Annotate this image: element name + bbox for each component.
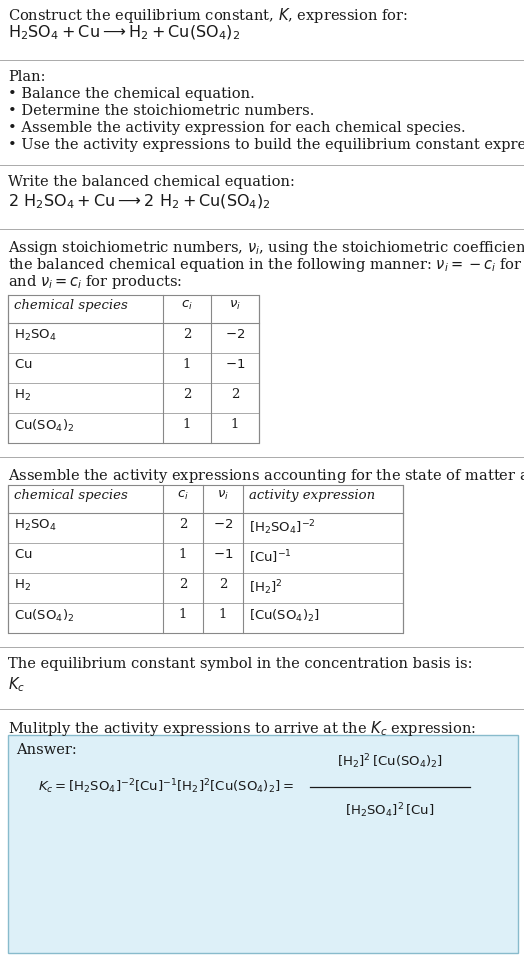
Text: 1: 1 [179, 608, 187, 621]
Text: chemical species: chemical species [14, 299, 128, 312]
Text: $-2$: $-2$ [225, 328, 245, 341]
Text: • Balance the chemical equation.: • Balance the chemical equation. [8, 87, 255, 101]
Text: Write the balanced chemical equation:: Write the balanced chemical equation: [8, 175, 295, 189]
Text: 1: 1 [231, 418, 239, 431]
Text: 2: 2 [179, 578, 187, 591]
Text: $\nu_i$: $\nu_i$ [229, 299, 241, 312]
Text: 1: 1 [179, 548, 187, 561]
Text: $[\mathrm{H_2}]^2\, [\mathrm{Cu(SO_4)_2}]$: $[\mathrm{H_2}]^2\, [\mathrm{Cu(SO_4)_2}… [337, 752, 443, 771]
Text: Mulitply the activity expressions to arrive at the $K_c$ expression:: Mulitply the activity expressions to arr… [8, 719, 476, 738]
Text: $[\mathrm{Cu(SO_4)_2}]$: $[\mathrm{Cu(SO_4)_2}]$ [249, 608, 320, 624]
Text: the balanced chemical equation in the following manner: $\nu_i = -c_i$ for react: the balanced chemical equation in the fo… [8, 256, 524, 274]
Text: $\mathrm{Cu(SO_4)_2}$: $\mathrm{Cu(SO_4)_2}$ [14, 418, 74, 434]
Text: $\mathrm{Cu}$: $\mathrm{Cu}$ [14, 548, 32, 561]
Bar [8, 295, 259, 443]
Text: $\mathrm{2\ H_2SO_4 + Cu \longrightarrow 2\ H_2 + Cu(SO_4)_2}$: $\mathrm{2\ H_2SO_4 + Cu \longrightarrow… [8, 193, 271, 211]
Text: $-1$: $-1$ [213, 548, 233, 561]
Text: 2: 2 [179, 518, 187, 531]
Text: $K_c = [\mathrm{H_2SO_4}]^{-2} [\mathrm{Cu}]^{-1} [\mathrm{H_2}]^{2} [\mathrm{Cu: $K_c = [\mathrm{H_2SO_4}]^{-2} [\mathrm{… [38, 778, 294, 796]
Text: 2: 2 [219, 578, 227, 591]
Text: 2: 2 [183, 328, 191, 341]
Text: $\mathrm{H_2}$: $\mathrm{H_2}$ [14, 578, 31, 593]
Text: 1: 1 [183, 358, 191, 371]
Text: • Assemble the activity expression for each chemical species.: • Assemble the activity expression for e… [8, 121, 466, 135]
Text: $[\mathrm{Cu}]^{-1}$: $[\mathrm{Cu}]^{-1}$ [249, 548, 292, 566]
Text: $c_i$: $c_i$ [177, 489, 189, 503]
Text: $-1$: $-1$ [225, 358, 245, 371]
Text: $\mathrm{H_2SO_4 + Cu \longrightarrow H_2 + Cu(SO_4)_2}$: $\mathrm{H_2SO_4 + Cu \longrightarrow H_… [8, 24, 240, 42]
Text: $[\mathrm{H_2SO_4}]^{-2}$: $[\mathrm{H_2SO_4}]^{-2}$ [249, 518, 315, 537]
Bar [8, 735, 518, 953]
Text: Construct the equilibrium constant, $K$, expression for:: Construct the equilibrium constant, $K$,… [8, 6, 408, 25]
Text: 2: 2 [231, 388, 239, 401]
Text: $c_i$: $c_i$ [181, 299, 193, 312]
Text: $-2$: $-2$ [213, 518, 233, 531]
Text: $[\mathrm{H_2SO_4}]^2\, [\mathrm{Cu}]$: $[\mathrm{H_2SO_4}]^2\, [\mathrm{Cu}]$ [345, 801, 435, 820]
Text: and $\nu_i = c_i$ for products:: and $\nu_i = c_i$ for products: [8, 273, 182, 291]
Text: 1: 1 [219, 608, 227, 621]
Text: Assemble the activity expressions accounting for the state of matter and $\nu_i$: Assemble the activity expressions accoun… [8, 467, 524, 485]
Text: $\mathrm{H_2SO_4}$: $\mathrm{H_2SO_4}$ [14, 518, 57, 533]
Text: $\mathrm{Cu}$: $\mathrm{Cu}$ [14, 358, 32, 371]
Text: $\mathrm{H_2}$: $\mathrm{H_2}$ [14, 388, 31, 403]
Text: $\mathrm{H_2SO_4}$: $\mathrm{H_2SO_4}$ [14, 328, 57, 343]
Text: Assign stoichiometric numbers, $\nu_i$, using the stoichiometric coefficients, $: Assign stoichiometric numbers, $\nu_i$, … [8, 239, 524, 257]
Text: $\nu_i$: $\nu_i$ [217, 489, 229, 503]
Bar [8, 485, 403, 633]
Text: • Use the activity expressions to build the equilibrium constant expression.: • Use the activity expressions to build … [8, 138, 524, 152]
Text: $K_c$: $K_c$ [8, 675, 25, 693]
Text: 1: 1 [183, 418, 191, 431]
Text: • Determine the stoichiometric numbers.: • Determine the stoichiometric numbers. [8, 104, 314, 118]
Text: The equilibrium constant symbol in the concentration basis is:: The equilibrium constant symbol in the c… [8, 657, 473, 671]
Text: $[\mathrm{H_2}]^{2}$: $[\mathrm{H_2}]^{2}$ [249, 578, 283, 596]
Text: chemical species: chemical species [14, 489, 128, 502]
Text: Answer:: Answer: [16, 743, 77, 757]
Text: 2: 2 [183, 388, 191, 401]
Text: Plan:: Plan: [8, 70, 46, 84]
Text: $\mathrm{Cu(SO_4)_2}$: $\mathrm{Cu(SO_4)_2}$ [14, 608, 74, 624]
Text: activity expression: activity expression [249, 489, 375, 502]
